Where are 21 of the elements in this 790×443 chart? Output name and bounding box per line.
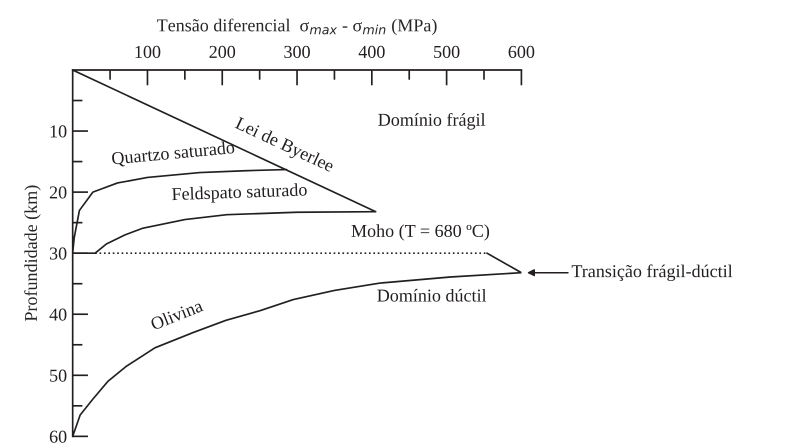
x-tick-label: 300: [284, 46, 310, 58]
y-axis-title: Profundidade (km): [24, 186, 41, 322]
annotation: Quartzo saturado: [112, 140, 235, 168]
annotation: Feldspato saturado: [172, 182, 307, 204]
annotation: Transição frágil-dúctil: [572, 264, 732, 282]
annotation: Domínio dúctil: [377, 288, 486, 302]
x-tick-label: 100: [136, 46, 160, 58]
x-axis-title: Tensão diferencial σ$_{max}$ - σ$_{min}$ (MPa): [156, 18, 437, 36]
y-tick-label: 60: [50, 430, 66, 443]
x-tick-label: 500: [434, 46, 460, 58]
y-tick-label: 30: [50, 247, 66, 260]
y-tick-label: 20: [50, 186, 66, 199]
y-tick-label: 40: [49, 308, 66, 321]
x-tick-label: 200: [210, 46, 236, 58]
x-tick-label: 400: [358, 46, 385, 58]
annotation: Domínio frágil: [378, 112, 486, 130]
y-tick-label: 10: [50, 125, 66, 138]
y-tick-label: 50: [50, 370, 66, 382]
x-tick-label: 600: [508, 46, 534, 58]
annotation: Moho (T = 680 ºC): [352, 224, 490, 241]
annotation: Olivina: [150, 298, 204, 330]
